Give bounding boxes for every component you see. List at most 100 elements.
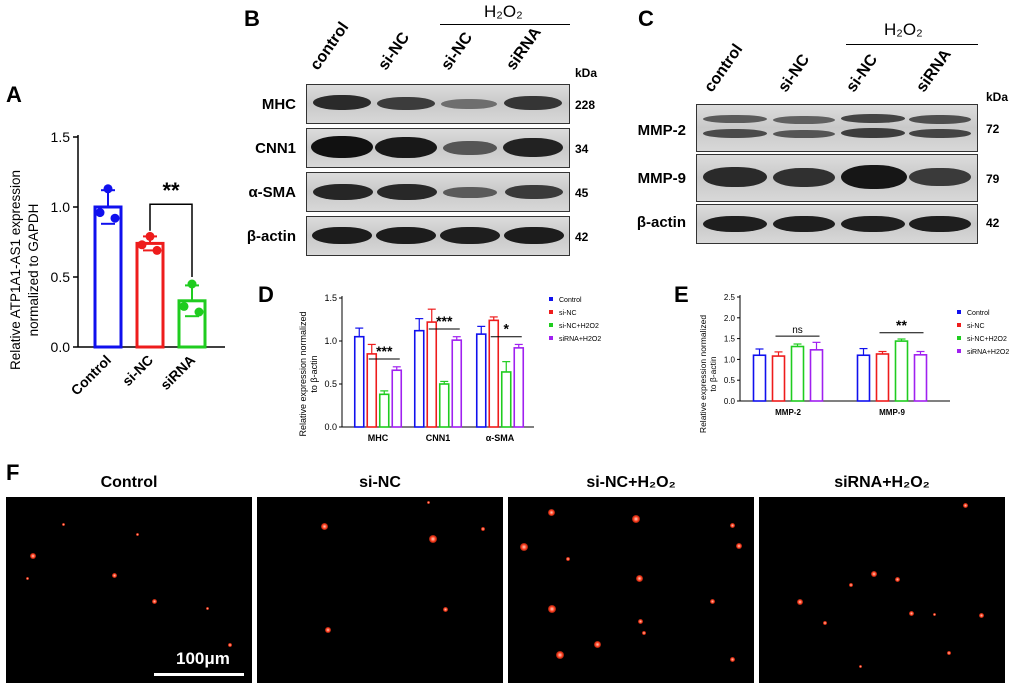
y-tick-label: 0.5 <box>51 269 71 285</box>
data-point <box>179 301 189 311</box>
x-tick-label: α-SMA <box>486 433 515 443</box>
blot-c-header: H₂O₂ <box>884 20 923 39</box>
y-tick-label: 0.0 <box>724 397 736 406</box>
panel-label-d: D <box>258 282 274 307</box>
data-point <box>187 279 197 289</box>
bar <box>790 345 805 402</box>
bar <box>894 340 909 402</box>
legend-swatch <box>957 349 961 353</box>
blot-c-kda: 79 <box>986 172 1000 186</box>
bar <box>875 353 890 402</box>
data-point <box>152 245 162 255</box>
blot-b-header-line <box>440 24 570 25</box>
chart-a: Relative ATP1A1-AS1 expression normalize… <box>8 129 225 398</box>
y-tick-label: 0.0 <box>51 339 71 355</box>
blot-b-kda: 45 <box>575 186 589 200</box>
x-tick-label: si-NC <box>119 352 156 389</box>
significance-bracket <box>149 203 193 277</box>
blot-c-row-mmp9 <box>696 154 978 202</box>
blot-b-lane-2: si-NC <box>375 29 414 74</box>
legend-label: si-NC+H2O2 <box>967 336 1007 343</box>
blot-b-row-label: MHC <box>261 96 296 113</box>
chart-e-ylabel-2: to β-actin <box>708 356 718 391</box>
legend-label: siRNA+H2O2 <box>559 336 601 343</box>
legend-swatch <box>957 310 961 314</box>
y-tick-label: 1.0 <box>324 336 337 346</box>
data-point <box>145 231 155 241</box>
x-tick-label: Control <box>68 352 115 399</box>
blot-b-row-label: α-SMA <box>248 184 296 201</box>
blot-b-header: H₂O₂ <box>484 2 523 21</box>
blot-c-lane-2: si-NC <box>775 51 814 96</box>
bar <box>809 349 824 402</box>
chart-d-ylabel-1: Relative expression normalized <box>298 311 308 436</box>
bar <box>856 354 871 402</box>
y-tick-label: 2.5 <box>724 293 736 302</box>
blot-b-row-cnn1 <box>306 128 570 168</box>
bar <box>513 347 525 428</box>
data-point <box>103 184 113 194</box>
fluor-title-sirna-h2o2: siRNA+H₂O₂ <box>834 474 930 491</box>
chart-e: Relative expression normalized to β-acti… <box>698 293 1009 433</box>
fluor-image-sinc <box>257 497 503 683</box>
significance-label: ** <box>896 317 907 333</box>
y-tick-label: 0.5 <box>324 379 337 389</box>
legend-label: Control <box>559 297 582 304</box>
y-tick-label: 0.5 <box>724 376 736 385</box>
bar <box>135 241 165 349</box>
blot-b-lane-3: si-NC <box>438 29 477 74</box>
x-tick-label: MMP-2 <box>775 408 801 417</box>
legend-swatch <box>549 323 553 327</box>
legend-swatch <box>549 336 553 340</box>
panel-label-a: A <box>6 82 22 107</box>
blot-b-row-label: CNN1 <box>255 140 296 157</box>
bar <box>451 339 463 428</box>
chart-a-ylabel-1: Relative ATP1A1-AS1 expression <box>8 170 23 370</box>
bar <box>752 354 767 402</box>
blot-c-kda: 42 <box>986 216 1000 230</box>
fluor-title-sinc-h2o2: si-NC+H₂O₂ <box>586 474 676 491</box>
x-tick-label: siRNA <box>157 352 198 393</box>
panel-label-b: B <box>244 6 260 31</box>
blot-c-row-label: β-actin <box>636 214 686 231</box>
data-point <box>95 208 105 218</box>
x-tick-label: MMP-9 <box>879 408 905 417</box>
blot-b-row-asma <box>306 172 570 212</box>
blot-c-kda: 72 <box>986 122 1000 136</box>
bar <box>913 354 928 402</box>
chart-d-plot: 0.0 0.5 1.0 1.5 MHC *** CNN1 *** α-SMA * Control si… <box>324 293 601 443</box>
blot-c-row-mmp2 <box>696 104 978 152</box>
bar <box>391 369 403 428</box>
fluor-image-sirna-h2o2 <box>759 497 1005 683</box>
x-tick-label: MHC <box>368 433 389 443</box>
panel-label-e: E <box>674 282 689 307</box>
scale-bar-label: 100μm <box>176 649 230 668</box>
bar <box>475 333 487 428</box>
blot-b-kda: 34 <box>575 142 589 156</box>
fluor-title-control: Control <box>100 474 158 491</box>
data-point <box>110 213 120 223</box>
fluor-title-sinc: si-NC <box>359 474 401 491</box>
legend-swatch <box>549 310 553 314</box>
chart-e-plot: 0.0 0.5 1.0 1.5 2.0 2.5 MMP-2 ns MMP-9 ** Control s… <box>724 293 1009 417</box>
bar <box>378 393 390 428</box>
fluor-image-control: 100μm <box>6 497 252 683</box>
bar <box>93 205 123 349</box>
legend-label: si-NC <box>559 310 577 317</box>
y-tick-label: 1.5 <box>724 335 736 344</box>
blot-b-kda: 228 <box>575 98 596 112</box>
legend-swatch <box>957 323 961 327</box>
legend-swatch <box>549 297 553 301</box>
bar <box>500 371 512 428</box>
chart-a-plot: 0.0 0.5 1.0 1.5 Control si-NC siRNA ** <box>51 129 225 398</box>
blot-b-row-label: β-actin <box>246 228 296 245</box>
data-point <box>194 307 204 317</box>
bar <box>426 321 438 428</box>
bar <box>413 329 425 428</box>
blot-b-lane-1: control <box>307 19 353 74</box>
blot-b-row-bactin <box>306 216 570 256</box>
chart-e-ylabel-1: Relative expression normalized <box>698 315 708 433</box>
legend-swatch <box>957 336 961 340</box>
blot-b-kda: 42 <box>575 230 589 244</box>
blot-c-lane-1: control <box>701 41 747 96</box>
